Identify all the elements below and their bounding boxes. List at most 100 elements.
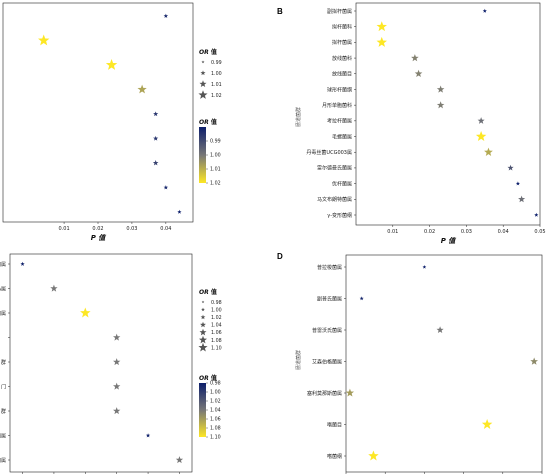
c-color-legend-label-2: 1.02 bbox=[210, 399, 221, 405]
a-point-4 bbox=[153, 111, 159, 117]
panel-b: B 肠道菌群 副拟杆菌属拟杆菌科拟杆菌属放线菌科放线菌目球形杆菌纲月形单胞菌科考… bbox=[277, 2, 546, 245]
a-x-tick-label-1: 0.02 bbox=[92, 226, 103, 232]
b-category-label-7: 考拉杆菌属 bbox=[327, 118, 352, 125]
d-category-label-5: 嗜菌目 bbox=[327, 421, 342, 428]
panel-a-points bbox=[38, 13, 182, 214]
a-color-legend-label-1: 1.00 bbox=[210, 153, 221, 159]
c-color-legend-label-1: 1.00 bbox=[210, 390, 221, 396]
panel-b-x-ticks: 0.01 0.02 0.03 0.04 0.05 bbox=[387, 225, 546, 235]
d-category-label-0: 普拉梭菌属 bbox=[317, 264, 342, 271]
b-point-0 bbox=[482, 8, 487, 13]
panel-b-y-axis-title: 肠道菌群 bbox=[295, 107, 302, 127]
panel-c-plot-frame bbox=[9, 253, 193, 473]
a-x-tick-label-2: 0.03 bbox=[126, 226, 137, 232]
d-category-label-3: 艾森伯格菌属 bbox=[312, 358, 342, 365]
d-category-label-1: 副普氏菌属 bbox=[317, 295, 342, 302]
c-size-legend-star-1 bbox=[201, 307, 205, 312]
a-point-1 bbox=[38, 34, 50, 46]
b-point-5 bbox=[436, 85, 445, 93]
b-point-6 bbox=[436, 101, 445, 109]
a-point-7 bbox=[163, 185, 169, 190]
b-point-11 bbox=[515, 181, 521, 186]
b-point-7 bbox=[477, 117, 485, 124]
b-point-10 bbox=[507, 164, 514, 171]
c-size-legend-value-6: 1.10 bbox=[211, 345, 222, 351]
a-size-legend-value-0: 0.99 bbox=[211, 60, 222, 66]
panel-a-size-legend: OR 值 0.99 1.00 1.01 1.02 bbox=[198, 48, 222, 99]
panel-b-x-axis-title: P 值 bbox=[441, 236, 457, 245]
b-point-12 bbox=[518, 195, 526, 203]
panel-b-category-labels: 副拟杆菌属拟杆菌科拟杆菌属放线菌科放线菌目球形杆菌纲月形单胞菌科考拉杆菌属毛螺菌… bbox=[306, 8, 356, 219]
b-point-2 bbox=[376, 36, 387, 47]
c-point-7 bbox=[145, 433, 151, 438]
a-size-legend-star-1 bbox=[200, 70, 206, 76]
b-category-label-4: 放线菌目 bbox=[332, 71, 352, 78]
panel-d-y-axis-title: 肠道菌群 bbox=[295, 350, 302, 370]
b-point-9 bbox=[484, 147, 493, 156]
a-size-legend-star-2 bbox=[199, 80, 207, 88]
panel-c-size-legend: OR 值 0.981.00 1.02 1.041.06 1.081.10 bbox=[198, 288, 222, 352]
d-point-2 bbox=[436, 326, 444, 334]
c-size-legend-value-0: 0.98 bbox=[211, 300, 222, 306]
panel-c: 菌属A属菌属群门群菌属菌属 OR 值0.981.001.021.041.061.… bbox=[0, 253, 222, 474]
c-color-legend-label-5: 1.08 bbox=[210, 426, 221, 432]
a-point-8 bbox=[177, 209, 182, 214]
d-point-5 bbox=[481, 419, 493, 429]
c-point-1 bbox=[50, 284, 58, 292]
c-point-2 bbox=[80, 307, 91, 318]
panel-a-x-axis-title: P 值 bbox=[91, 233, 107, 242]
c-size-legend-value-2: 1.02 bbox=[211, 315, 222, 321]
a-size-legend-star-0 bbox=[201, 60, 205, 64]
c-category-label-6: 群 bbox=[1, 408, 6, 415]
c-color-legend-bar bbox=[199, 383, 206, 437]
panel-a-color-legend: OR 值 0.99 1.00 1.01 1.02 bbox=[199, 118, 221, 187]
panel-c-category-labels: 菌属A属菌属群门群菌属菌属 bbox=[0, 261, 10, 464]
a-size-legend-value-1: 1.00 bbox=[211, 71, 222, 77]
c-size-legend-star-4 bbox=[199, 328, 207, 336]
a-color-legend-label-0: 0.99 bbox=[210, 139, 221, 145]
panel-c-points bbox=[20, 261, 184, 464]
panel-a: 0.01 0.02 0.03 0.04 P 值 OR 值 0.99 1.00 1.01 1.0… bbox=[2, 2, 222, 242]
c-color-legend-label-3: 1.04 bbox=[210, 408, 221, 414]
a-point-6 bbox=[152, 160, 159, 166]
b-point-3 bbox=[411, 54, 419, 62]
b-category-label-0: 副拟杆菌属 bbox=[327, 8, 352, 15]
d-category-label-6: 嗜菌纲 bbox=[327, 453, 342, 460]
c-category-label-7: 菌属 bbox=[0, 432, 6, 439]
a-size-legend-star-3 bbox=[198, 90, 208, 99]
d-category-label-4: 塞利莫那斯菌属 bbox=[307, 390, 342, 397]
b-point-8 bbox=[475, 131, 487, 141]
d-point-0 bbox=[422, 265, 427, 269]
a-color-legend-bar bbox=[199, 127, 206, 183]
c-size-legend-value-1: 1.00 bbox=[211, 307, 222, 313]
a-point-5 bbox=[153, 135, 159, 141]
c-color-legend-label-6: 1.10 bbox=[210, 435, 221, 441]
c-point-6 bbox=[113, 407, 121, 415]
b-category-label-9: 丹毒丝菌UCG003属 bbox=[306, 149, 352, 156]
a-color-legend-title: OR 值 bbox=[199, 118, 217, 126]
b-category-label-3: 放线菌科 bbox=[332, 55, 352, 62]
b-x-tick-label-2: 0.03 bbox=[461, 229, 472, 235]
b-x-tick-label-1: 0.02 bbox=[424, 229, 435, 235]
c-color-legend-title: OR 值 bbox=[199, 374, 217, 382]
b-x-tick-label-0: 0.01 bbox=[387, 229, 398, 235]
d-point-4 bbox=[345, 388, 355, 397]
c-point-3 bbox=[113, 333, 121, 341]
c-point-5 bbox=[113, 382, 121, 390]
c-point-0 bbox=[20, 261, 25, 266]
c-size-legend-title: OR 值 bbox=[199, 288, 217, 296]
c-size-legend-star-6 bbox=[198, 342, 208, 352]
a-x-tick-label-3: 0.04 bbox=[160, 226, 171, 232]
b-category-label-5: 球形杆菌纲 bbox=[327, 86, 352, 93]
panel-b-plot-frame bbox=[355, 2, 541, 226]
b-category-label-11: 优杆菌属 bbox=[332, 180, 352, 187]
a-x-tick-label-0: 0.01 bbox=[59, 226, 70, 232]
c-point-8 bbox=[175, 456, 184, 464]
d-point-3 bbox=[530, 357, 538, 365]
c-category-label-2: 菌属 bbox=[0, 310, 6, 317]
panel-d: D 肠道菌群 普拉梭菌属副普氏菌属普雷沃氏菌属艾森伯格菌属塞利莫那斯菌属嗜菌目嗜… bbox=[277, 252, 543, 474]
c-size-legend-star-0 bbox=[201, 300, 205, 304]
c-category-label-5: 门 bbox=[1, 383, 6, 390]
b-point-4 bbox=[414, 69, 423, 78]
